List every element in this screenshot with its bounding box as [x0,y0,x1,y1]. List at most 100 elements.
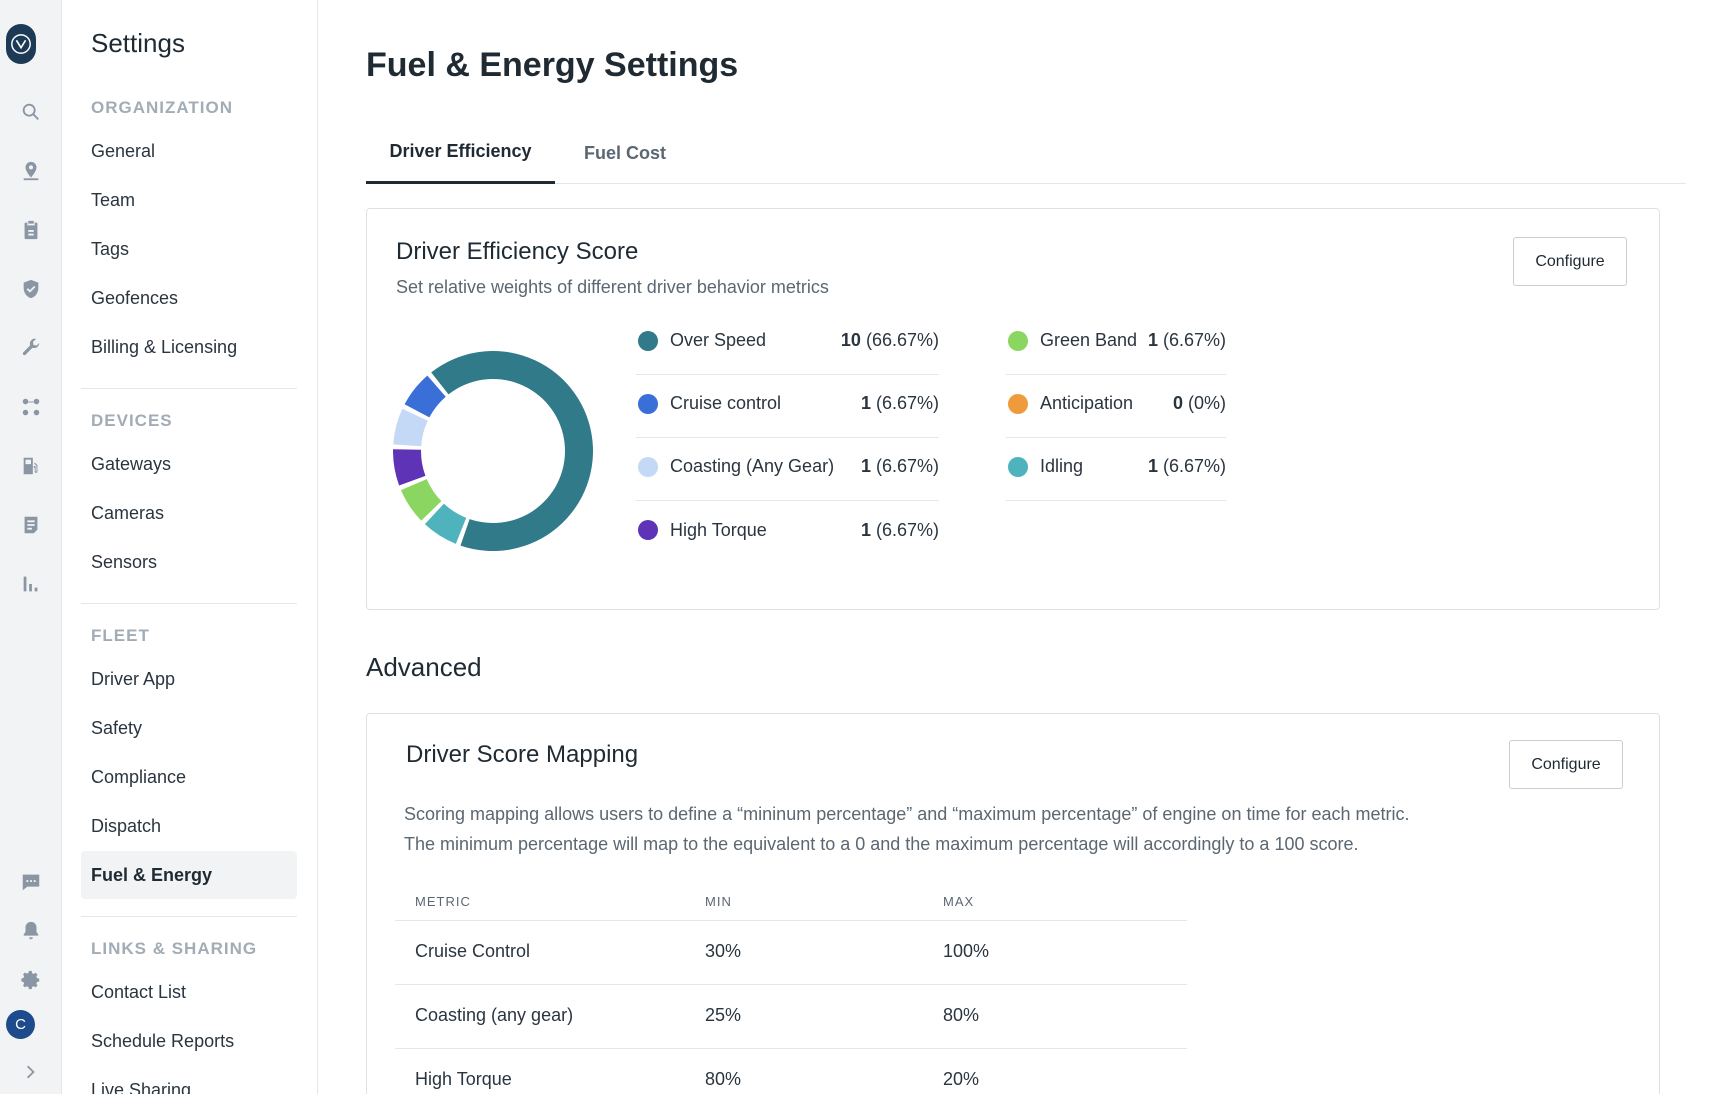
legend-color-dot [638,456,658,477]
sidebar-item-label: Billing & Licensing [91,336,238,357]
gear-icon[interactable] [0,960,62,1000]
bar-chart-icon[interactable] [0,564,62,604]
clipboard-icon[interactable] [0,210,62,250]
mapping-description: Scoring mapping allows users to define a… [404,799,1604,859]
legend-color-dot [1008,330,1028,351]
donut-slice [393,408,428,447]
table-row[interactable]: Coasting (any gear) 25% 80% [395,984,1187,1048]
avatar-initial: C [15,1016,26,1033]
section-header-fleet: FLEET [91,626,150,645]
user-avatar[interactable]: C [6,1010,35,1039]
donut-slice [424,503,467,544]
tab-driver-efficiency[interactable]: Driver Efficiency [366,122,555,184]
table-row[interactable]: High Torque 80% 20% [395,1048,1187,1094]
metric-cell: Cruise Control [415,941,531,961]
bell-icon[interactable] [0,911,62,951]
settings-sidebar: Settings ORGANIZATION General Team Tags … [62,0,318,1094]
efficiency-card-title: Driver Efficiency Score [396,238,639,265]
sidebar-item-contact-list[interactable]: Contact List [81,968,297,1016]
sidebar-item-label: Live Sharing [91,1079,192,1094]
legend-color-dot [1008,393,1028,414]
sidebar-item-label: Geofences [91,287,179,308]
sidebar-item-safety[interactable]: Safety [81,704,297,752]
main-content: Fuel & Energy Settings Driver Efficiency… [318,0,1733,1094]
sidebar-item-schedule-reports[interactable]: Schedule Reports [81,1017,297,1065]
advanced-heading: Advanced [366,652,482,682]
section-header-links-sharing: LINKS & SHARING [91,939,258,958]
fuel-pump-icon[interactable] [0,446,62,486]
legend-label: High Torque [670,519,767,540]
legend-color-dot [638,520,658,540]
sidebar-item-label: Safety [91,717,143,738]
sidebar-item-label: Driver App [91,668,176,689]
sidebar-item-label: Tags [91,238,130,259]
legend-label: Anticipation [1040,393,1134,413]
legend-label: Green Band [1040,330,1138,350]
chevron-right-icon[interactable] [0,1052,62,1092]
legend-row: Cruise control 1 (6.67%) [636,370,939,438]
sidebar-item-compliance[interactable]: Compliance [81,753,297,801]
configure-mapping-button[interactable]: Configure [1509,740,1623,789]
score-mapping-card: Driver Score Mapping Configure Scoring m… [366,713,1660,1094]
max-cell: 20% [943,1069,980,1089]
legend-value: 0 (0%) [1172,393,1226,413]
sidebar-item-label: Contact List [91,981,187,1002]
min-cell: 30% [705,941,742,961]
map-pin-icon[interactable] [0,151,62,191]
legend-value: 1 (6.67%) [860,393,939,413]
donut-slice [404,375,446,418]
legend-row: Green Band 1 (6.67%) [1006,307,1226,375]
chat-icon[interactable] [0,862,62,902]
sidebar-item-geofences[interactable]: Geofences [81,274,297,322]
sidebar-item-label: Compliance [91,766,187,787]
sidebar-item-label: Team [91,189,136,210]
sidebar-item-label: Cameras [91,502,165,523]
sidebar-item-team[interactable]: Team [81,176,297,224]
mapping-description-line: Scoring mapping allows users to define a… [404,804,1410,824]
legend-value: 1 (6.67%) [860,456,939,476]
sidebar-item-dispatch[interactable]: Dispatch [81,802,297,850]
sidebar-divider [81,388,297,389]
max-cell: 80% [943,1005,980,1025]
sidebar-item-gateways[interactable]: Gateways [81,440,297,488]
sidebar-divider [81,916,297,917]
legend-value: 1 (6.67%) [860,519,939,540]
section-header-organization: ORGANIZATION [91,98,234,117]
sidebar-item-fuel-energy[interactable]: Fuel & Energy [81,851,297,899]
min-cell: 80% [705,1069,742,1089]
column-header-min: MIN [705,894,732,909]
document-icon[interactable] [0,505,62,545]
configure-efficiency-button[interactable]: Configure [1513,237,1627,286]
tab-fuel-cost[interactable]: Fuel Cost [583,142,666,163]
legend-value: 10 (66.67%) [840,330,939,350]
legend-label: Coasting (Any Gear) [670,456,835,476]
sidebar-item-driver-app[interactable]: Driver App [81,655,297,703]
table-row[interactable]: Cruise Control 30% 100% [395,920,1187,984]
legend-value: 1 (6.67%) [1147,330,1226,350]
donut-slice [393,449,426,486]
legend-label: Cruise control [670,393,782,413]
icon-rail: C [0,0,62,1094]
legend-row: Idling 1 (6.67%) [1006,433,1226,501]
legend-row: High Torque 1 (6.67%) [636,496,939,564]
sidebar-item-live-sharing[interactable]: Live Sharing [81,1066,297,1094]
sidebar-item-label: General [91,140,156,161]
column-header-metric: METRIC [415,894,471,909]
min-cell: 25% [705,1005,742,1025]
sidebar-item-label: Dispatch [91,815,162,836]
legend-value: 1 (6.67%) [1147,456,1226,476]
sidebar-item-billing-licensing[interactable]: Billing & Licensing [81,323,297,371]
sidebar-item-tags[interactable]: Tags [81,225,297,273]
column-header-max: MAX [943,894,975,909]
sidebar-item-general[interactable]: General [81,127,297,175]
tab-bar: Driver Efficiency Fuel Cost [366,122,1686,184]
routes-icon[interactable] [0,387,62,427]
metric-cell: Coasting (any gear) [415,1005,574,1025]
efficiency-score-card: Driver Efficiency Score Set relative wei… [366,208,1660,610]
shield-icon[interactable] [0,269,62,309]
wrench-icon[interactable] [0,328,62,368]
sidebar-item-cameras[interactable]: Cameras [81,489,297,537]
app-logo-icon[interactable] [6,24,36,64]
search-icon[interactable] [0,92,62,132]
sidebar-item-sensors[interactable]: Sensors [81,538,297,586]
